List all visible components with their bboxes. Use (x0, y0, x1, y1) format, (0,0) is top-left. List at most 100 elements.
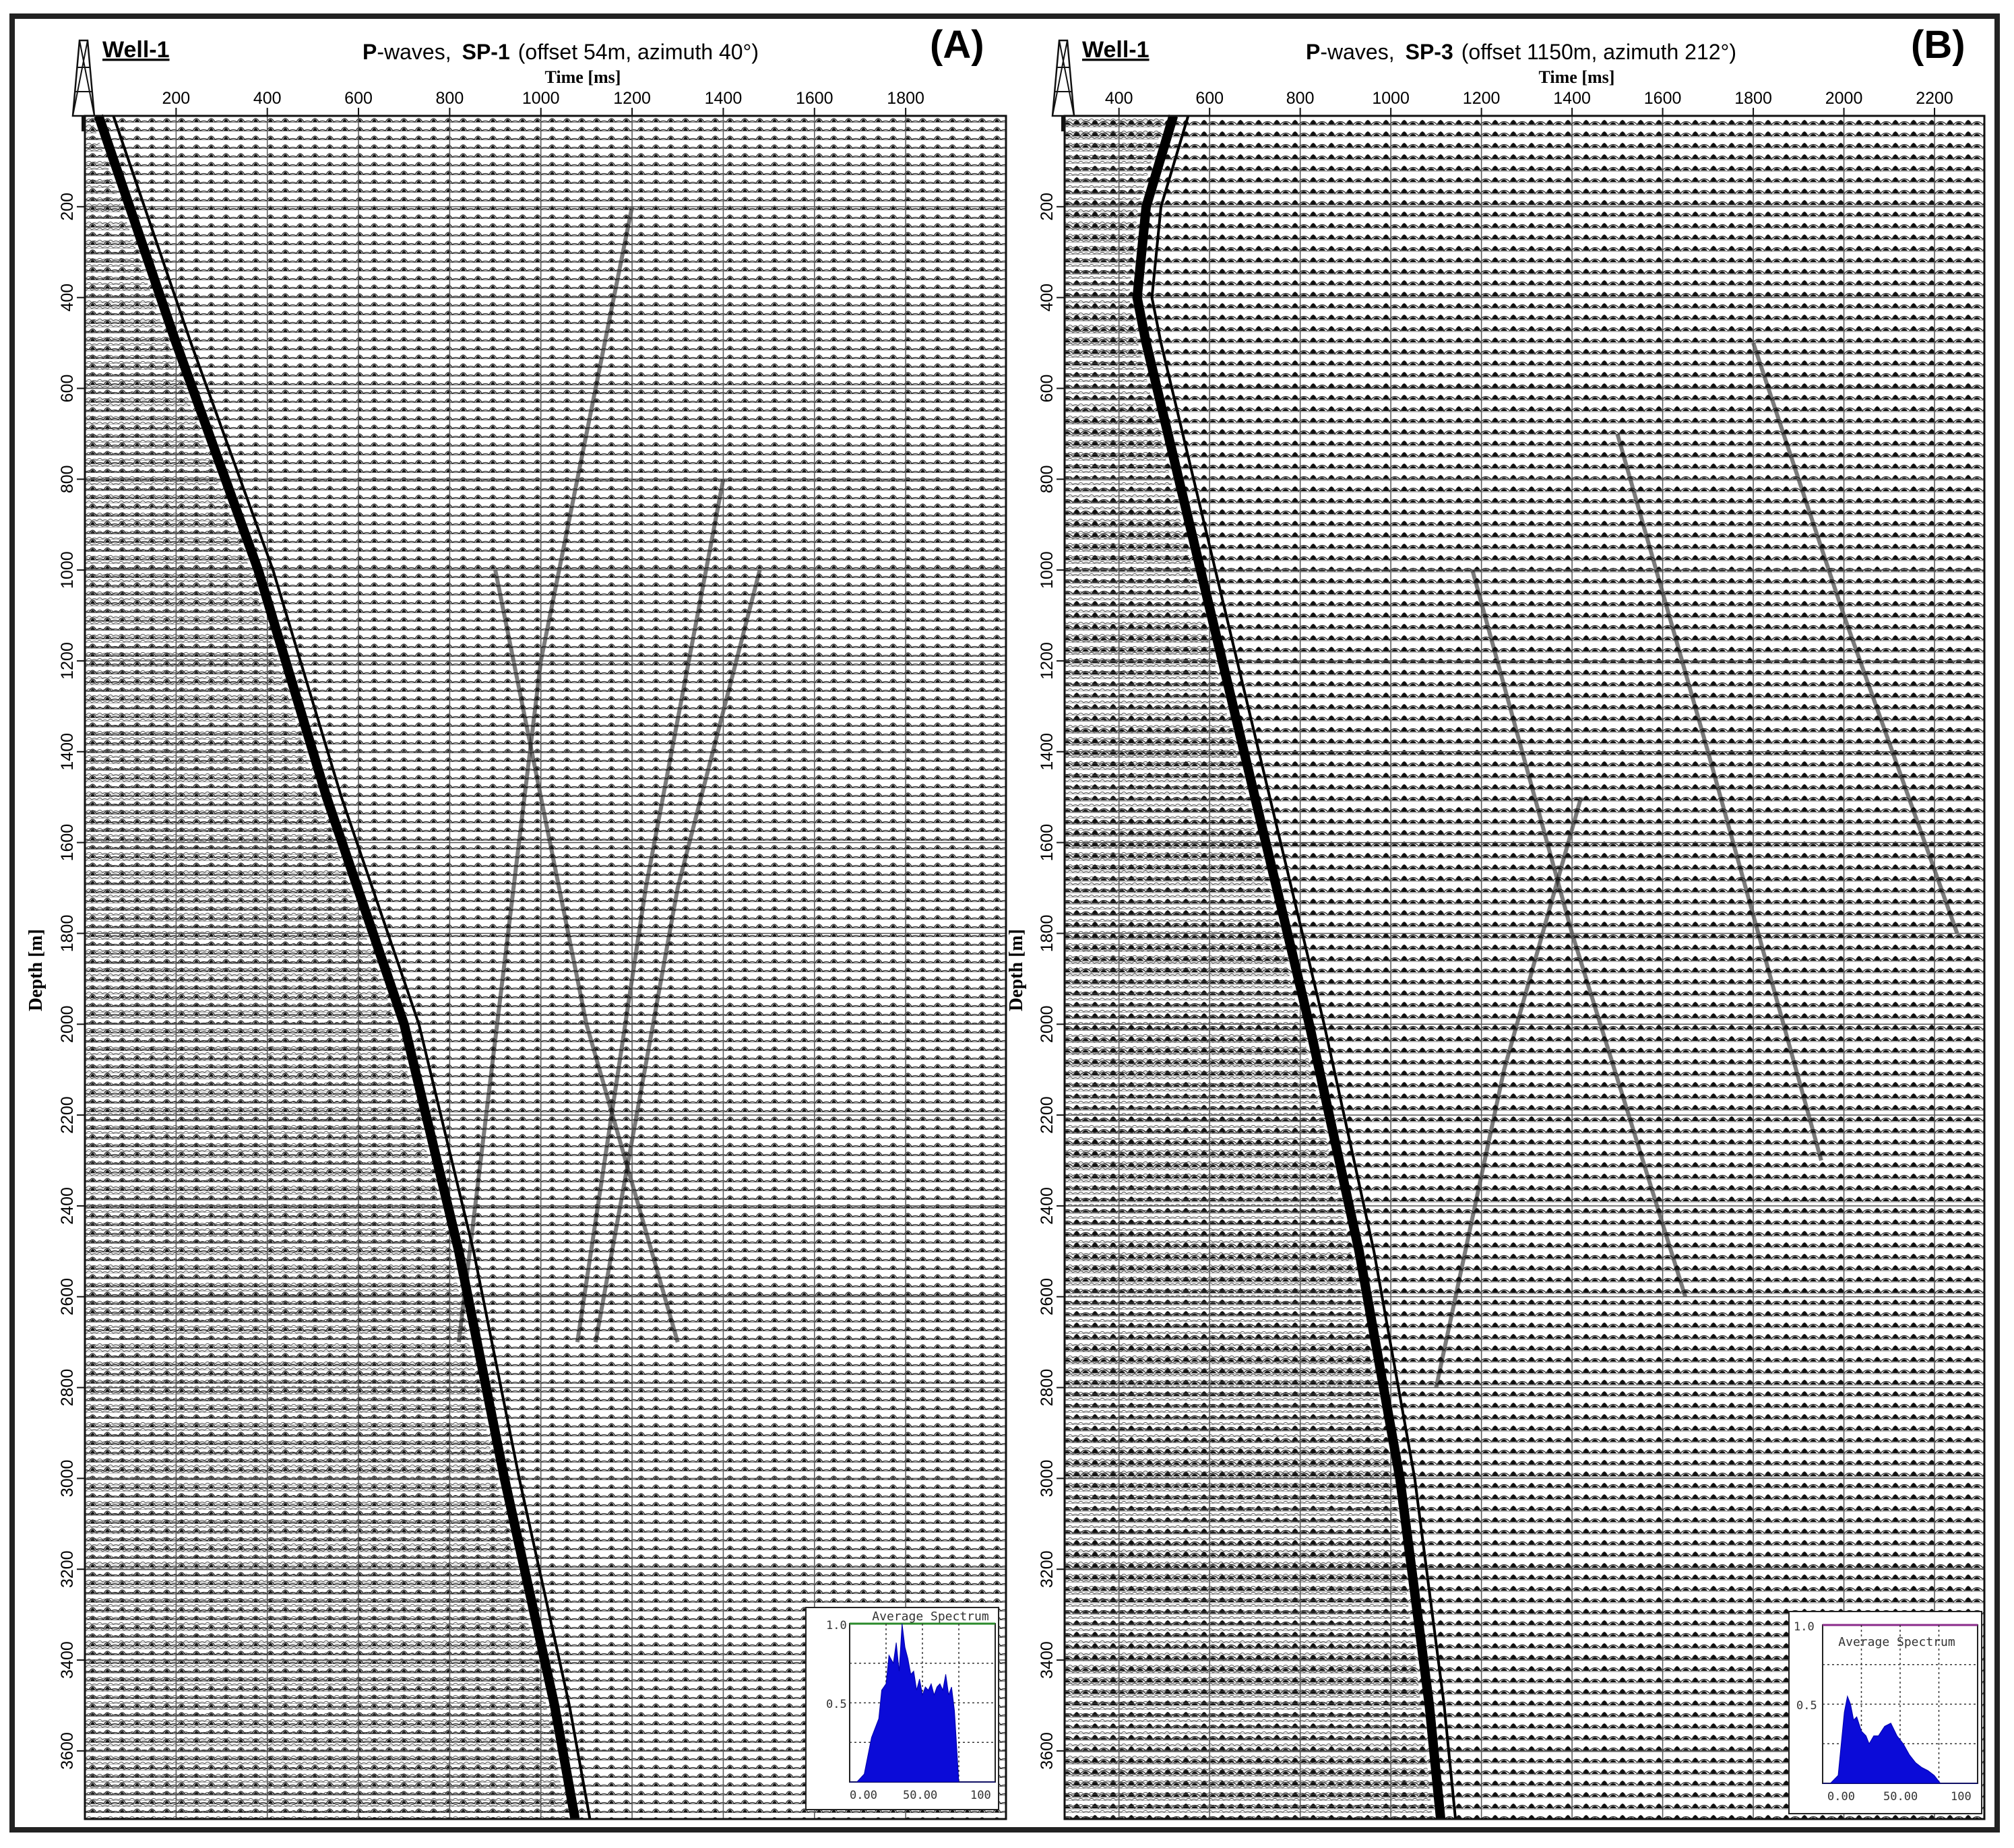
panel-a-spectrum-inset: Average Spectrum 1.0 0.5 0.00 50.00 100 (805, 1607, 999, 1810)
x-tick-label: 800 (1286, 89, 1315, 108)
panel-a-first-break (94, 114, 592, 1820)
y-tick-label: 2200 (1038, 1096, 1057, 1134)
y-tick-label: 1200 (1038, 642, 1057, 680)
panel-a-inset-xtick-100: 100 (970, 1789, 991, 1802)
panel-b-x-ticks: 400 600 800 1000 1200 1400 1600 1800 2000 2200 (1105, 89, 1953, 116)
y-tick-label: 2600 (1038, 1278, 1057, 1316)
panel-a: 200 400 600 800 1000 1200 1400 1600 1800 200 400 6… (26, 23, 1007, 1820)
y-tick-label: 200 (58, 193, 77, 221)
x-tick-label: 1000 (1372, 89, 1410, 108)
x-tick-label: 400 (1105, 89, 1133, 108)
y-tick-label: 1400 (58, 733, 77, 771)
panel-b-label: (B) (1911, 23, 1965, 67)
panel-b-title-shot: SP-3 (1406, 40, 1453, 64)
panel-b-title-wave: P (1306, 40, 1320, 64)
panel-a-title-details: (offset 54m, azimuth 40°) (518, 40, 759, 64)
panel-b-title: P-waves, SP-3 (offset 1150m, azimuth 212°) (1306, 40, 1736, 64)
y-tick-label: 3400 (58, 1641, 77, 1679)
x-tick-label: 1200 (1463, 89, 1501, 108)
x-tick-label: 2200 (1916, 89, 1953, 108)
y-tick-label: 400 (58, 284, 77, 312)
panel-a-xlabel: Time [ms] (545, 67, 621, 87)
panel-a-inset-ytick-1: 1.0 (826, 1619, 847, 1632)
x-tick-label: 400 (253, 89, 282, 108)
panel-b-title-details: (offset 1150m, azimuth 212°) (1461, 40, 1736, 64)
panel-a-x-ticks: 200 400 600 800 1000 1200 1400 1600 1800 (162, 89, 924, 116)
panel-a-title-wave: P (363, 40, 377, 64)
x-tick-label: 1800 (887, 89, 924, 108)
y-tick-label: 800 (1038, 465, 1057, 493)
y-tick-label: 2800 (1038, 1369, 1057, 1407)
y-tick-label: 1200 (58, 642, 77, 680)
y-tick-label: 3000 (58, 1460, 77, 1498)
panel-a-inset-title: Average Spectrum (872, 1610, 988, 1624)
y-tick-label: 2200 (58, 1096, 77, 1134)
panel-b-ylabel: Depth [m] (1006, 929, 1027, 1011)
y-tick-label: 600 (58, 375, 77, 403)
panel-b-first-break (1132, 114, 1457, 1820)
panel-a-title: P-waves, SP-1 (offset 54m, azimuth 40°) (363, 40, 759, 64)
panel-b-title-wave-suffix: -waves, (1320, 40, 1394, 64)
panel-a-axes-frame (84, 115, 1007, 1820)
y-tick-label: 2000 (58, 1005, 77, 1043)
panel-a-title-wave-suffix: -waves, (377, 40, 451, 64)
panel-a-label: (A) (930, 23, 984, 67)
y-tick-label: 400 (1038, 284, 1057, 312)
panel-b-inset-ytick-05: 0.5 (1796, 1699, 1817, 1713)
panel-b: 400 600 800 1000 1200 1400 1600 1800 2000 2200 20… (1006, 23, 1986, 1820)
y-tick-label: 3000 (1038, 1460, 1057, 1498)
y-tick-label: 3200 (58, 1550, 77, 1588)
panel-b-inset-title: Average Spectrum (1838, 1635, 1955, 1649)
y-tick-label: 2400 (1038, 1187, 1057, 1225)
x-tick-label: 1400 (1553, 89, 1591, 108)
y-tick-label: 1000 (58, 551, 77, 589)
panel-b-y-ticks: 200 400 600 800 1000 1200 1400 1600 1800 2000 2200… (1038, 193, 1065, 1770)
secondary-event-line (1434, 796, 1583, 1389)
x-tick-label: 1400 (705, 89, 743, 108)
panel-a-inset-xtick-0: 0.00 (850, 1789, 877, 1802)
x-tick-label: 1600 (1644, 89, 1682, 108)
derrick-icon (71, 39, 96, 131)
panel-a-inset-ytick-05: 0.5 (826, 1698, 847, 1711)
panel-b-xlabel: Time [ms] (1539, 67, 1615, 87)
panel-a-y-ticks: 200 400 600 800 1000 1200 1400 1600 1800 2000 2200… (58, 193, 85, 1770)
first-break-trailing-line (1150, 115, 1457, 1820)
y-tick-label: 600 (1038, 375, 1057, 403)
panel-b-axes-frame (1063, 115, 1986, 1820)
panel-a-ylabel: Depth [m] (26, 929, 46, 1011)
x-tick-label: 200 (162, 89, 190, 108)
y-tick-label: 1000 (1038, 551, 1057, 589)
x-tick-label: 2000 (1825, 89, 1863, 108)
panel-b-inset-xtick-100: 100 (1951, 1790, 1972, 1804)
y-tick-label: 800 (58, 465, 77, 493)
y-tick-label: 1800 (58, 915, 77, 953)
panel-a-title-shot: SP-1 (462, 40, 510, 64)
first-break-line (94, 114, 580, 1820)
x-tick-label: 1800 (1734, 89, 1772, 108)
first-break-trailing-line (112, 115, 592, 1820)
y-tick-label: 3400 (1038, 1641, 1057, 1679)
first-break-line (1132, 114, 1446, 1820)
x-tick-label: 1200 (613, 89, 651, 108)
derrick-icon (1051, 39, 1075, 131)
y-tick-label: 3200 (1038, 1550, 1057, 1588)
panel-b-grid (1065, 116, 1984, 1819)
y-tick-label: 1600 (58, 824, 77, 862)
y-tick-label: 3600 (1038, 1732, 1057, 1770)
secondary-event-line (593, 569, 762, 1343)
panel-b-spectrum-inset: Average Spectrum 1.0 0.5 0.00 50.00 100 (1788, 1611, 1982, 1814)
x-tick-label: 1600 (796, 89, 833, 108)
x-tick-label: 800 (436, 89, 464, 108)
panel-b-well-label: Well-1 (1082, 37, 1150, 63)
y-tick-label: 2600 (58, 1278, 77, 1316)
x-tick-label: 600 (344, 89, 373, 108)
panel-a-well-label: Well-1 (102, 37, 170, 63)
y-tick-label: 1400 (1038, 733, 1057, 771)
y-tick-label: 2800 (58, 1369, 77, 1407)
panel-a-grid (85, 116, 1006, 1819)
secondary-event-line (575, 478, 726, 1343)
x-tick-label: 1000 (522, 89, 560, 108)
y-tick-label: 2400 (58, 1187, 77, 1225)
panel-a-spectrum-area (850, 1623, 995, 1783)
